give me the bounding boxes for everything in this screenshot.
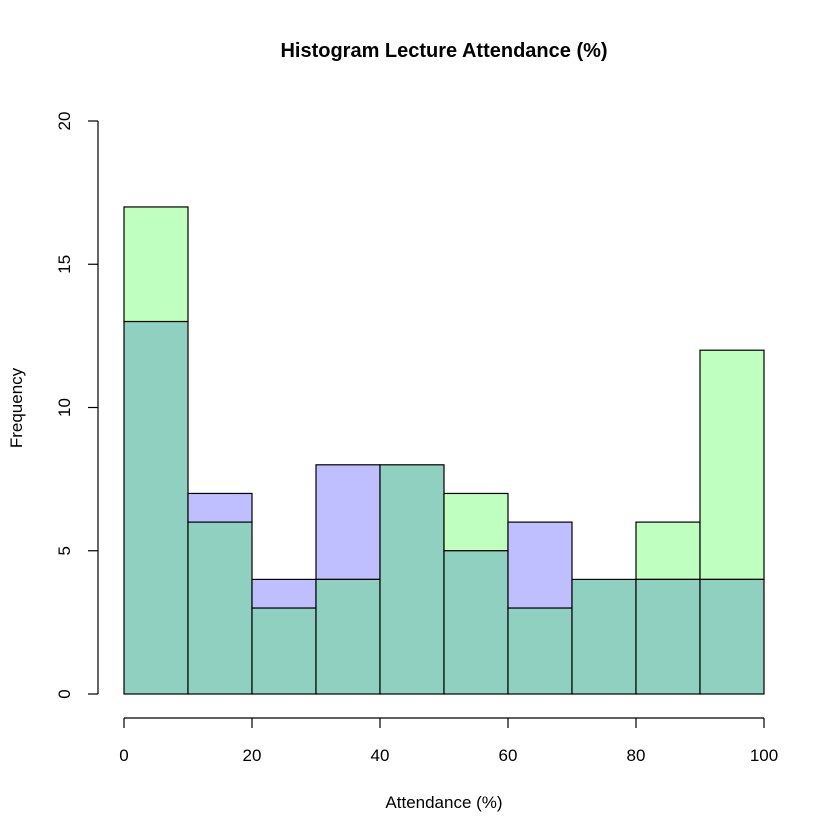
bar-excess-6 [507, 521, 573, 609]
x-tick-label-4: 80 [627, 746, 646, 765]
bar-excess-3 [315, 464, 381, 580]
x-axis: 0 20 40 60 80 100 [119, 717, 778, 765]
bar-overlap-6 [507, 607, 573, 695]
bar-excess-0 [123, 206, 189, 323]
y-axis-title: Frequency [7, 367, 26, 448]
bar-excess-1 [187, 492, 253, 523]
bar-overlap-0 [123, 320, 189, 695]
bar-overlap-7 [571, 578, 637, 695]
y-tick-label-3: 15 [55, 255, 74, 274]
bar-overlap-1 [187, 521, 253, 695]
x-tick-label-5: 100 [750, 746, 778, 765]
y-tick-label-0: 0 [55, 689, 74, 698]
bar-excess-2 [251, 578, 317, 609]
bar-overlap-2 [251, 607, 317, 695]
bar-overlap-8 [635, 578, 701, 695]
bar-overlap-3 [315, 578, 381, 695]
y-axis: 0 5 10 15 20 [55, 112, 99, 699]
y-tick-label-4: 20 [55, 112, 74, 131]
x-tick-label-1: 20 [243, 746, 262, 765]
bar-excess-8 [635, 521, 701, 580]
y-tick-label-2: 10 [55, 398, 74, 417]
x-tick-label-3: 60 [499, 746, 518, 765]
bar-excess-5 [443, 492, 509, 552]
x-axis-title: Attendance (%) [385, 793, 502, 812]
bar-overlap-5 [443, 550, 509, 695]
bar-overlap-4 [379, 464, 445, 695]
chart-title: Histogram Lecture Attendance (%) [280, 40, 607, 62]
y-tick-label-1: 5 [55, 546, 74, 555]
bar-overlap-9 [699, 578, 765, 695]
x-tick-label-2: 40 [371, 746, 390, 765]
bar-excess-9 [699, 349, 765, 581]
x-tick-label-0: 0 [119, 746, 128, 765]
bars-layer [123, 206, 765, 695]
